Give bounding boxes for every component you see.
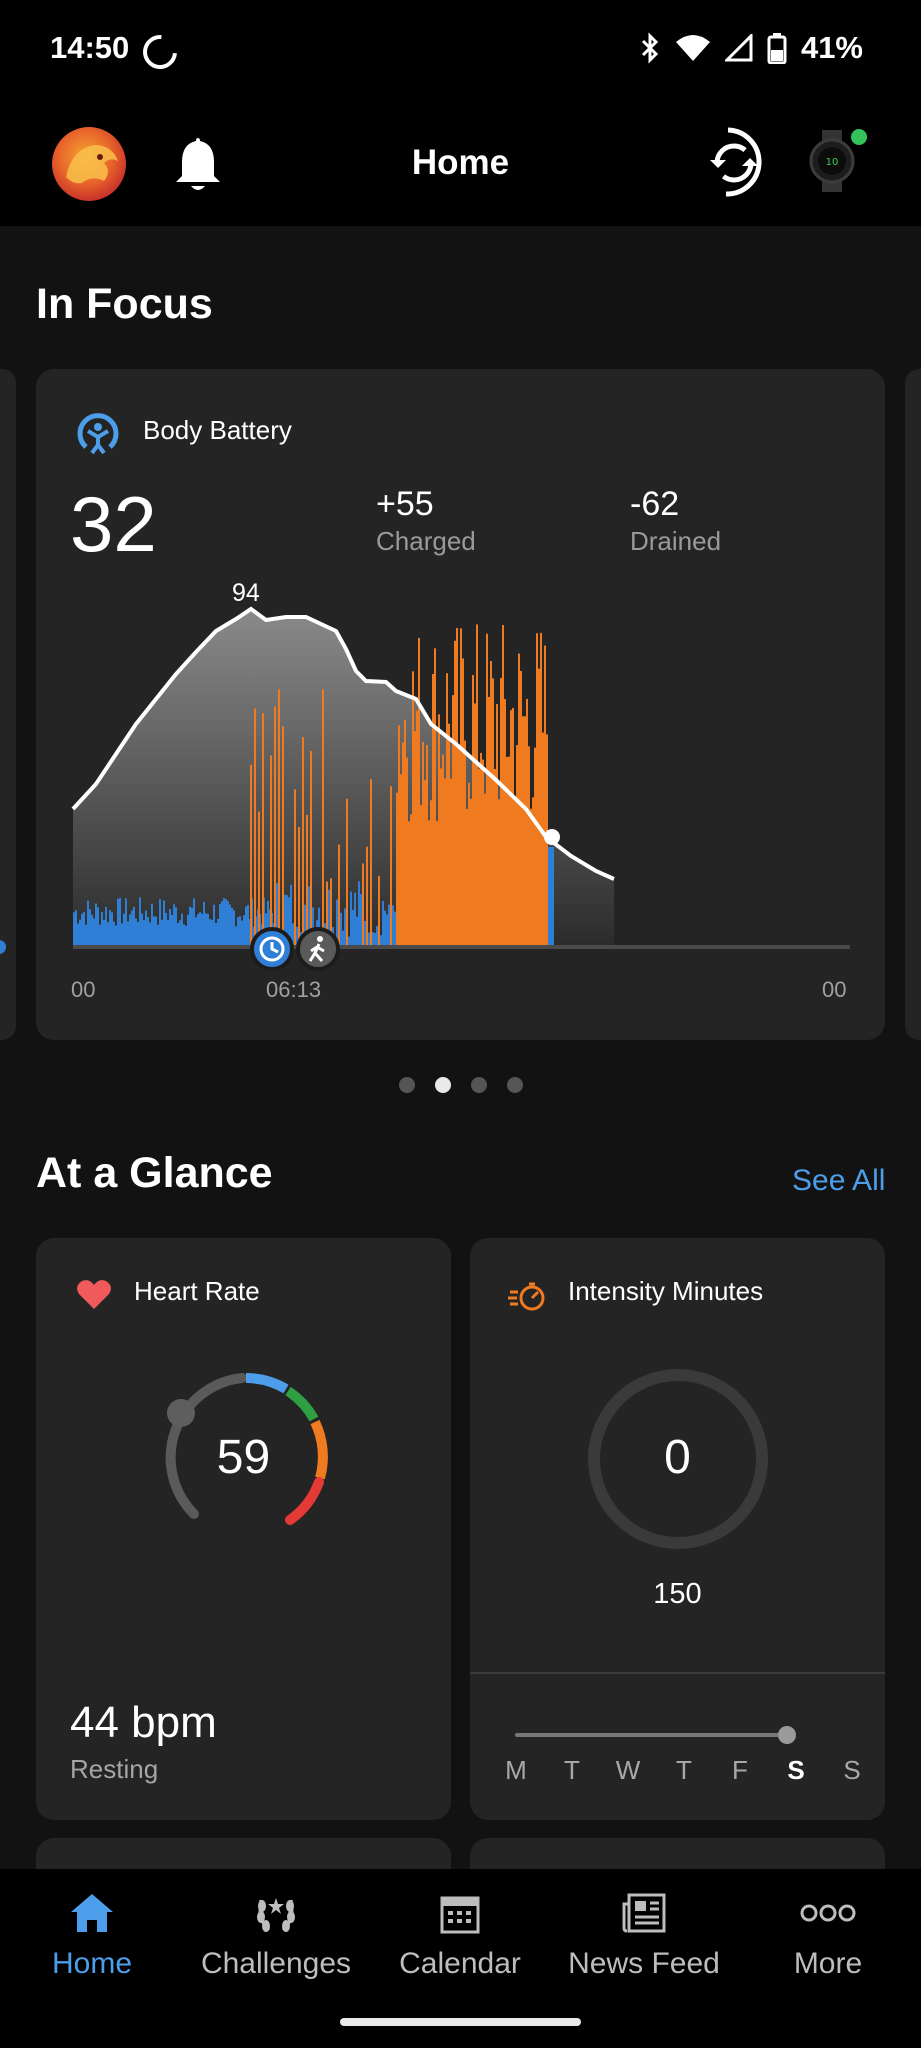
intensity-minutes-value: 0 [664, 1431, 691, 1484]
nav-home[interactable]: Home [0, 1889, 184, 1981]
intensity-goal: 150 [653, 1578, 702, 1610]
nav-news-feed[interactable]: News Feed [552, 1889, 736, 1981]
cell-signal-icon [724, 34, 753, 62]
nav-calendar-label: Calendar [399, 1947, 521, 1980]
nav-home-label: Home [51, 1947, 133, 1980]
status-icons: 41% [639, 30, 863, 66]
top-app-bar [0, 100, 921, 226]
body-battery-title: Body Battery [143, 415, 292, 445]
battery-icon [767, 33, 787, 64]
gesture-home-indicator[interactable] [340, 2018, 581, 2026]
newspaper-icon [622, 1893, 666, 1933]
heart-rate-card[interactable]: Heart Rate 59 44 bpm Resting [36, 1238, 451, 1820]
nav-challenges[interactable]: Challenges [184, 1889, 368, 1981]
previous-card-peek[interactable] [0, 369, 16, 1040]
nav-more-label: More [793, 1947, 863, 1980]
body-battery-chart [71, 606, 850, 949]
body-battery-card[interactable]: Body Battery 32 +55 Charged -62 Drained … [36, 369, 885, 1040]
pager-dot-active[interactable] [435, 1077, 451, 1093]
at-a-glance-heading: At a Glance [36, 1149, 273, 1197]
activity-marker[interactable] [296, 927, 340, 971]
intensity-stopwatch-icon [508, 1282, 545, 1311]
heart-rate-gauge [165, 1373, 328, 1525]
stress-bars [250, 624, 548, 947]
weekday-label: T [676, 1755, 692, 1785]
in-focus-heading: In Focus [36, 280, 213, 328]
svg-text:10: 10 [826, 157, 839, 168]
x-axis-start: 00 [71, 977, 96, 1002]
heart-rate-label: Heart Rate [134, 1276, 260, 1306]
drained-value: -62 [630, 485, 680, 523]
pager-dot[interactable] [471, 1077, 487, 1093]
next-card-peek[interactable] [905, 369, 921, 1040]
card-divider [470, 1672, 885, 1674]
intensity-minutes-label: Intensity Minutes [568, 1276, 764, 1306]
week-progress-marker [778, 1726, 796, 1744]
notifications-bell-icon[interactable] [170, 134, 226, 194]
clock-icon [259, 936, 285, 962]
device-watch-icon[interactable]: 10 [808, 130, 856, 192]
nav-more[interactable]: More [736, 1889, 920, 1981]
x-axis-mid: 06:13 [266, 977, 322, 1002]
weekday-label: F [732, 1755, 748, 1785]
nav-news-feed-label: News Feed [568, 1947, 720, 1980]
profile-avatar[interactable] [52, 127, 126, 201]
walking-icon [308, 936, 325, 962]
sleep-marker[interactable] [250, 927, 294, 971]
weekday-label: M [505, 1755, 527, 1785]
x-axis-end: 00 [822, 977, 847, 1002]
resting-label: Resting [70, 1754, 159, 1784]
bluetooth-icon [641, 32, 659, 64]
weekday-label: W [615, 1755, 641, 1785]
drained-label: Drained [630, 526, 722, 556]
battery-percent: 41% [800, 30, 863, 65]
weekday-label-today: S [787, 1755, 805, 1785]
home-icon [71, 1894, 113, 1932]
laurel-icon [257, 1898, 295, 1932]
peak-label: 94 [232, 579, 260, 607]
intensity-progress-ring [588, 1369, 768, 1549]
week-progress-track [515, 1733, 787, 1737]
device-connected-dot [851, 129, 867, 145]
body-battery-line [71, 606, 615, 881]
page-title: Home [411, 143, 510, 182]
weekday-label: S [843, 1755, 861, 1785]
pager-dot[interactable] [507, 1077, 523, 1093]
charged-value: +55 [376, 485, 434, 523]
intensity-minutes-card[interactable]: Intensity Minutes 0 150 M T W T F S S [470, 1238, 885, 1820]
avatar-illustration [66, 145, 118, 184]
body-battery-current: 32 [70, 480, 157, 568]
status-time: 14:50 [50, 30, 130, 65]
current-level-marker [544, 829, 560, 845]
resting-heart-rate: 44 bpm [70, 1698, 217, 1747]
sync-icon[interactable] [696, 124, 764, 202]
charged-label: Charged [376, 526, 476, 556]
body-battery-icon [77, 413, 119, 455]
carousel-pager [399, 1077, 523, 1093]
previous-card-marker [0, 940, 6, 954]
bottom-nav-items: Home Challenges Calendar [0, 1889, 921, 1981]
weekday-label: T [564, 1755, 580, 1785]
calendar-icon [440, 1896, 480, 1934]
weekday-row: M T W T F S S [496, 1755, 872, 1786]
heart-rate-current: 59 [216, 1431, 271, 1484]
heart-icon [77, 1280, 111, 1309]
nav-calendar[interactable]: Calendar [368, 1889, 552, 1981]
wifi-icon [675, 35, 710, 61]
more-dots-icon [800, 1904, 856, 1922]
pager-dot[interactable] [399, 1077, 415, 1093]
see-all-link[interactable]: See All [792, 1164, 886, 1197]
nav-challenges-label: Challenges [200, 1947, 352, 1980]
